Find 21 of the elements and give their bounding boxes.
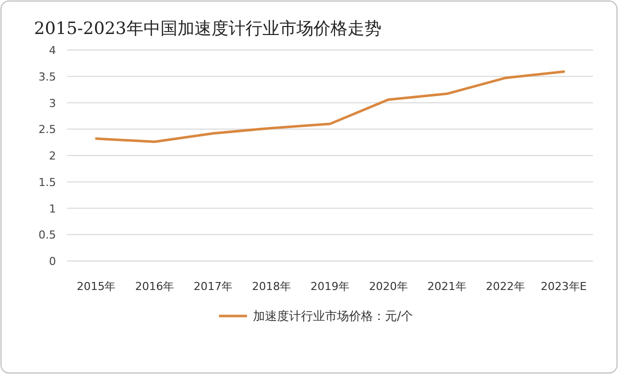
y-tick-label: 1 [49, 202, 56, 216]
y-tick-label: 2.5 [38, 123, 56, 136]
x-tick-label: 2021年 [427, 280, 466, 293]
x-tick-label: 2016年 [135, 280, 174, 293]
x-tick-label: 2019年 [310, 280, 350, 293]
chart-title: 2015-2023年中国加速度计行业市场价格走势 [34, 19, 382, 39]
y-tick-label: 1.5 [38, 176, 56, 189]
y-tick-label: 0 [49, 255, 56, 268]
x-tick-label: 2022年 [486, 280, 525, 293]
y-tick-label: 2 [49, 150, 56, 162]
y-tick-label: 4 [49, 44, 56, 57]
x-tick-label: 2020年 [368, 280, 408, 293]
y-tick-label: 0.5 [38, 228, 56, 242]
x-tick-label: 2018年 [252, 280, 292, 293]
x-tick-label: 2017年 [194, 280, 233, 293]
line-series [94, 70, 566, 144]
x-tick-label: 2023年E [540, 280, 587, 293]
y-tick-label: 3 [49, 96, 56, 110]
legend-label: 加速度计行业市场价格：元/个 [253, 309, 414, 323]
x-tick-label: 2015年 [76, 280, 116, 293]
y-tick-label: 3.5 [38, 70, 56, 84]
